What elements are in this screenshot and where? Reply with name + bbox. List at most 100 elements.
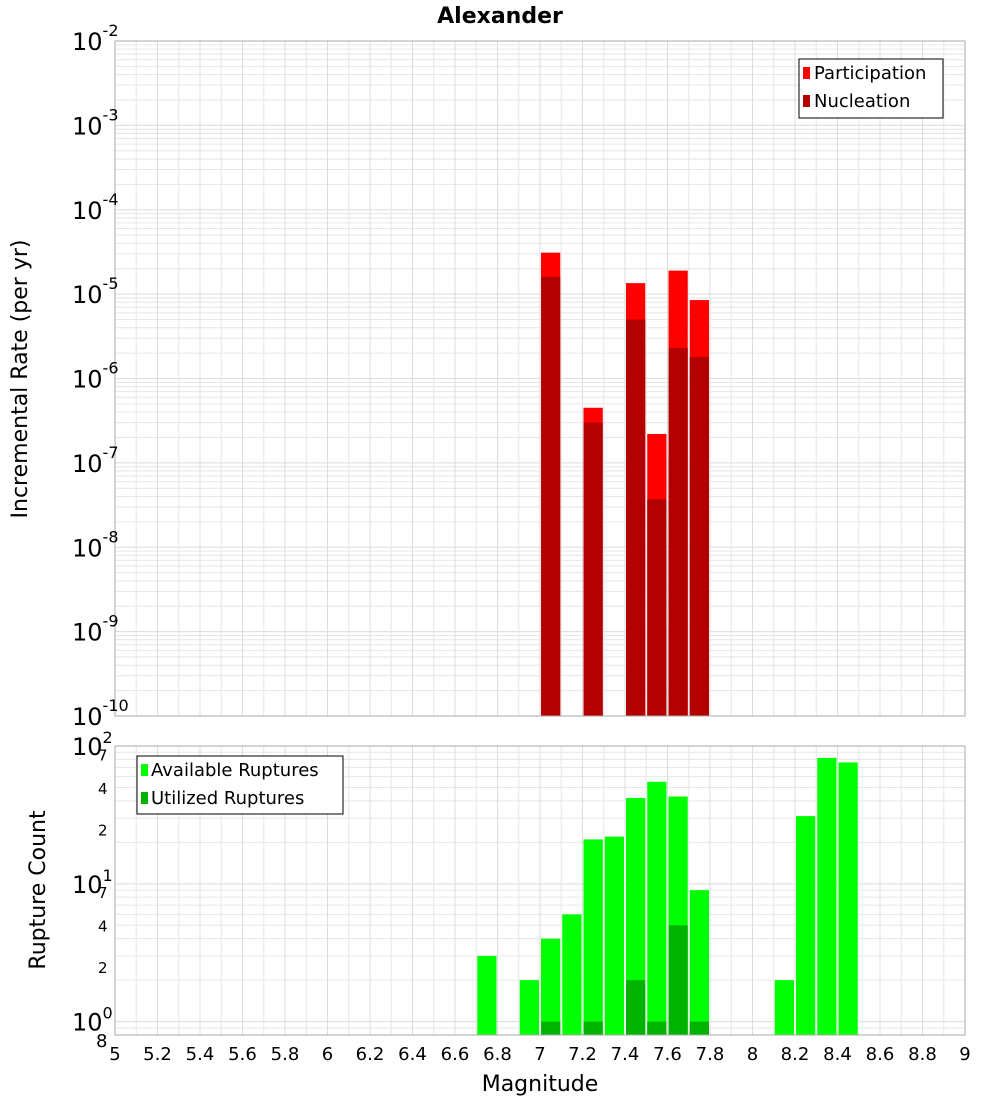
top-plot: 10-1010-910-810-710-610-510-410-310-2Ale… — [8, 4, 966, 731]
x-tick-label: 6.6 — [441, 1044, 470, 1065]
top-y-tick-exp: -9 — [103, 612, 119, 631]
top-y-tick-label: 10-3 — [72, 105, 119, 140]
top-y-tick-label: 10-7 — [72, 443, 119, 478]
legend-label-nucleation: Nucleation — [814, 91, 910, 112]
utilized-ruptures-bar — [647, 1021, 667, 1035]
top-y-tick-exp: -7 — [103, 443, 119, 462]
top-plot-frame — [114, 40, 966, 717]
available-ruptures-bar — [689, 890, 709, 1035]
bottom-y-minor-label: 7 — [98, 746, 108, 764]
bottom-y-tick-label: 102 — [72, 728, 113, 761]
top-y-tick-exp: -5 — [103, 274, 119, 293]
available-ruptures-bar — [562, 914, 582, 1035]
nucleation-bar — [626, 319, 646, 716]
bottom-y-minor-label: 4 — [98, 918, 108, 936]
legend-swatch-utilized — [141, 792, 148, 804]
top-y-tick-base: 10 — [72, 450, 103, 478]
bottom-y-minor-label: 8 — [96, 1031, 107, 1052]
utilized-ruptures-bar — [668, 925, 688, 1035]
x-tick-label: 7.8 — [696, 1044, 725, 1065]
x-tick-label: 7.6 — [653, 1044, 682, 1065]
x-tick-label: 5.2 — [143, 1044, 172, 1065]
top-y-tick-exp: -6 — [103, 359, 119, 378]
utilized-ruptures-bar — [626, 980, 646, 1035]
top-y-axis-label: Incremental Rate (per yr) — [8, 240, 33, 519]
bottom-y-minor-label: 2 — [98, 959, 108, 977]
nucleation-bar — [689, 356, 709, 716]
bottom-y-axis-label: Rupture Count — [26, 810, 51, 970]
top-y-tick-base: 10 — [72, 197, 103, 225]
top-y-tick-base: 10 — [72, 28, 103, 56]
available-ruptures-bar — [796, 816, 816, 1035]
x-tick-label: 7.2 — [568, 1044, 597, 1065]
top-series-1 — [541, 276, 709, 716]
available-ruptures-bar — [647, 781, 667, 1035]
bottom-plot-frame — [114, 745, 966, 1036]
top-y-tick-exp: -3 — [103, 105, 119, 124]
x-tick-label: 7 — [534, 1044, 545, 1065]
top-y-tick-label: 10-2 — [72, 21, 119, 56]
bottom-legend: Available Ruptures Utilized Ruptures — [136, 755, 344, 815]
bottom-y-tick-exp: 0 — [103, 1004, 113, 1023]
bottom-y-tick-base: 10 — [72, 733, 103, 761]
available-ruptures-bar — [477, 955, 497, 1035]
chart-title: Alexander — [437, 4, 563, 29]
top-y-tick-label: 10-10 — [72, 696, 129, 731]
top-y-tick-base: 10 — [72, 703, 103, 731]
x-tick-label: 5.6 — [228, 1044, 257, 1065]
bottom-series-1 — [541, 925, 709, 1035]
legend-label-utilized: Utilized Ruptures — [151, 788, 304, 809]
top-grid — [114, 41, 966, 717]
top-y-tick-exp: -10 — [103, 696, 129, 715]
x-tick-label: 8.6 — [866, 1044, 895, 1065]
x-tick-label: 6.4 — [398, 1044, 427, 1065]
legend-swatch-participation — [803, 67, 810, 79]
available-ruptures-bar — [838, 762, 858, 1035]
bottom-y-tick-base: 10 — [72, 1009, 103, 1037]
top-y-tick-label: 10-6 — [72, 359, 119, 394]
bottom-y-tick-label: 100 — [72, 1004, 113, 1037]
x-tick-label: 5 — [109, 1044, 120, 1065]
top-y-tick-base: 10 — [72, 534, 103, 562]
bottom-y-minor-label: 7 — [98, 884, 108, 902]
top-y-tick-label: 10-5 — [72, 274, 119, 309]
available-ruptures-bar — [604, 836, 624, 1035]
top-y-tick-label: 10-4 — [72, 190, 119, 225]
top-y-tick-base: 10 — [72, 281, 103, 309]
utilized-ruptures-bar — [541, 1021, 561, 1035]
available-ruptures-bar — [774, 980, 794, 1035]
x-tick-label: 9 — [959, 1044, 970, 1065]
x-axis-label: Magnitude — [482, 1072, 599, 1097]
top-y-tick-exp: -4 — [103, 190, 119, 209]
x-tick-label: 7.4 — [611, 1044, 640, 1065]
nucleation-bar — [647, 499, 667, 716]
top-y-tick-base: 10 — [72, 112, 103, 140]
legend-swatch-available — [141, 764, 148, 776]
nucleation-bar — [668, 347, 688, 716]
top-legend: Participation Nucleation — [798, 58, 944, 119]
legend-swatch-nucleation — [803, 95, 810, 107]
x-tick-label: 5.8 — [271, 1044, 300, 1065]
available-ruptures-bar — [583, 839, 603, 1035]
bottom-y-tick-exp: 2 — [103, 728, 113, 747]
nucleation-bar — [541, 276, 561, 716]
top-y-tick-base: 10 — [72, 619, 103, 647]
x-tick-label: 6 — [322, 1044, 333, 1065]
available-ruptures-bar — [626, 797, 646, 1035]
x-tick-label: 8.4 — [823, 1044, 852, 1065]
x-tick-label: 8 — [747, 1044, 758, 1065]
x-tick-label: 5.4 — [186, 1044, 215, 1065]
top-y-tick-exp: -2 — [103, 21, 119, 40]
bottom-y-minor-label: 2 — [98, 821, 108, 839]
available-ruptures-bar — [817, 757, 837, 1035]
bottom-y-tick-exp: 1 — [103, 866, 113, 885]
x-tick-label: 6.8 — [483, 1044, 512, 1065]
available-ruptures-bar — [541, 938, 561, 1035]
top-y-tick-base: 10 — [72, 366, 103, 394]
top-y-tick-label: 10-9 — [72, 612, 119, 647]
x-tick-label: 8.2 — [781, 1044, 810, 1065]
bottom-y-minor-label: 4 — [98, 780, 108, 798]
